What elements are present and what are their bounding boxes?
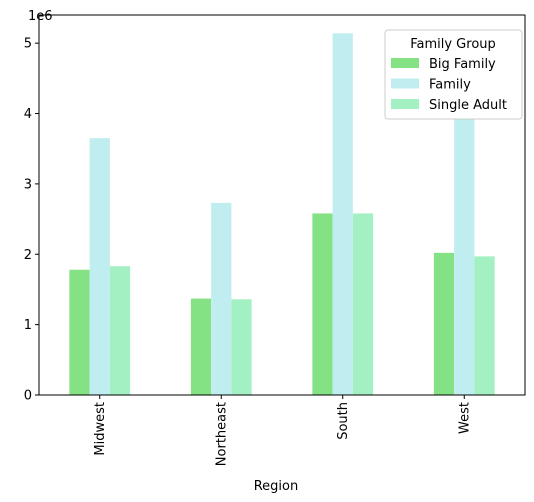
y-tick-label: 4: [24, 107, 32, 122]
legend-label: Single Adult: [429, 98, 507, 113]
bar-big-family-south: [312, 213, 333, 395]
y-tick-label: 5: [24, 37, 32, 52]
x-axis: Midwest Northeast South West: [93, 395, 472, 466]
legend-title: Family Group: [410, 37, 496, 52]
x-tick-label-northeast: Northeast: [214, 402, 229, 466]
legend-swatch: [391, 78, 419, 89]
legend-label: Family: [429, 78, 471, 93]
plot-frame: [38, 14, 526, 396]
y-tick-label: 3: [24, 177, 32, 192]
bar-single-adult-midwest: [109, 266, 131, 395]
bar-big-family-west: [433, 252, 455, 395]
legend-box: [384, 29, 523, 120]
y-tick-label: 1: [24, 318, 32, 333]
y-offset-label: 1e6: [28, 9, 53, 24]
y-tick-label: 2: [24, 248, 32, 263]
bar-family-northeast: [211, 202, 232, 395]
bar-single-adult-northeast: [231, 299, 252, 395]
bar-big-family-northeast: [190, 298, 212, 395]
bar-family-midwest: [89, 138, 110, 396]
legend-swatch: [391, 58, 419, 68]
y-axis: 0 1 2 3 4 5: [24, 37, 39, 404]
legend: Family Group Big Family Family Single Adul…: [384, 29, 523, 120]
x-tick-label-midwest: Midwest: [93, 402, 108, 456]
bar-single-adult-south: [352, 213, 374, 395]
x-tick-label-south: South: [336, 402, 351, 440]
x-tick-label-west: West: [457, 402, 472, 434]
bar-family-west: [454, 118, 475, 395]
legend-label: Big Family: [429, 57, 496, 72]
bars-group: [69, 33, 495, 396]
legend-swatch: [391, 99, 419, 109]
x-axis-label: Region: [254, 479, 299, 494]
bar-big-family-midwest: [69, 269, 90, 395]
y-tick-label: 0: [24, 389, 32, 404]
legend-items: Big Family Family Single Adult: [391, 57, 507, 113]
bar-family-south: [332, 33, 353, 395]
bar-single-adult-west: [474, 256, 495, 395]
